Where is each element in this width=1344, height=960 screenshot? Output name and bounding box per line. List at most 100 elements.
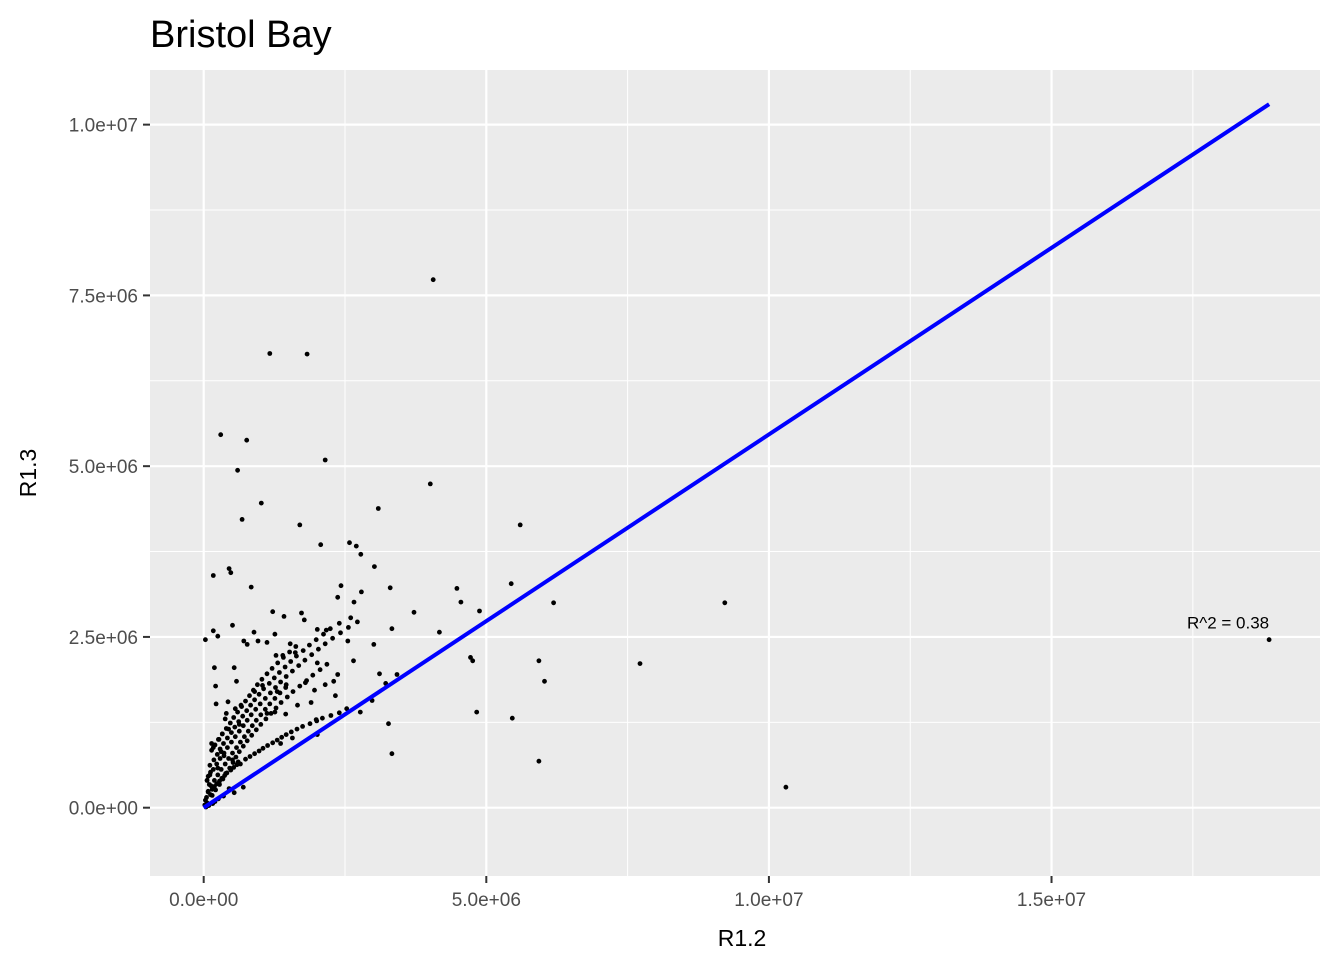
data-point-213 bbox=[307, 642, 312, 648]
data-point-81 bbox=[344, 706, 350, 712]
data-point-24 bbox=[454, 586, 460, 591]
data-point-44 bbox=[251, 629, 257, 635]
data-point-173 bbox=[233, 754, 239, 760]
data-point-205 bbox=[261, 686, 266, 692]
y-tick-label-1: 2.5e+06 bbox=[69, 628, 138, 649]
y-tick-label-0: 0.0e+00 bbox=[69, 799, 138, 820]
data-point-250 bbox=[244, 717, 250, 723]
data-point-32 bbox=[299, 610, 304, 616]
data-point-20 bbox=[228, 570, 234, 576]
data-point-1 bbox=[267, 351, 273, 356]
data-point-193 bbox=[214, 752, 220, 757]
data-point-171 bbox=[227, 765, 233, 771]
data-point-207 bbox=[271, 675, 277, 681]
data-point-206 bbox=[266, 681, 272, 686]
data-point-249 bbox=[240, 723, 246, 729]
data-point-282 bbox=[253, 717, 259, 723]
data-point-59 bbox=[637, 661, 643, 666]
data-point-3 bbox=[218, 432, 224, 438]
data-point-10 bbox=[239, 517, 245, 522]
data-point-257 bbox=[278, 679, 283, 685]
data-point-208 bbox=[277, 670, 282, 675]
data-point-203 bbox=[252, 697, 257, 703]
data-point-70 bbox=[377, 671, 382, 677]
data-point-239 bbox=[204, 778, 210, 783]
data-point-82 bbox=[386, 721, 391, 727]
data-point-98 bbox=[234, 678, 239, 684]
data-point-123 bbox=[240, 784, 246, 790]
data-point-259 bbox=[290, 668, 295, 674]
data-point-286 bbox=[272, 696, 278, 701]
data-point-30 bbox=[551, 600, 556, 606]
data-point-29 bbox=[458, 599, 464, 605]
data-point-80 bbox=[283, 711, 289, 717]
data-point-172 bbox=[230, 760, 236, 765]
data-point-274 bbox=[222, 761, 228, 767]
data-point-49 bbox=[264, 640, 270, 645]
data-point-222 bbox=[219, 731, 225, 737]
data-point-190 bbox=[324, 661, 330, 667]
data-point-174 bbox=[236, 749, 242, 755]
data-point-245 bbox=[225, 745, 230, 750]
data-point-9 bbox=[375, 506, 381, 511]
data-point-85 bbox=[783, 784, 789, 790]
data-point-240 bbox=[207, 772, 213, 778]
data-point-83 bbox=[264, 711, 270, 716]
data-point-14 bbox=[347, 540, 352, 546]
data-point-57 bbox=[468, 655, 473, 660]
data-point-46 bbox=[389, 626, 395, 632]
data-point-204 bbox=[256, 691, 262, 697]
data-point-69 bbox=[331, 678, 337, 684]
data-point-25 bbox=[387, 585, 393, 591]
data-point-188 bbox=[310, 672, 316, 678]
data-point-183 bbox=[278, 700, 284, 705]
data-point-161 bbox=[307, 721, 313, 727]
data-point-220 bbox=[212, 742, 218, 748]
data-point-218 bbox=[348, 615, 354, 621]
data-point-197 bbox=[229, 730, 234, 735]
data-point-251 bbox=[248, 712, 254, 718]
data-point-263 bbox=[316, 646, 321, 652]
data-point-224 bbox=[227, 720, 233, 726]
data-point-284 bbox=[262, 706, 268, 712]
data-point-169 bbox=[220, 776, 226, 782]
data-point-34 bbox=[411, 609, 417, 615]
data-point-248 bbox=[236, 728, 242, 734]
data-point-62 bbox=[351, 658, 356, 664]
data-point-170 bbox=[223, 771, 229, 776]
major-gridlines bbox=[150, 70, 1320, 876]
data-point-217 bbox=[336, 620, 342, 626]
data-point-145 bbox=[231, 765, 237, 770]
data-point-177 bbox=[249, 732, 255, 738]
data-point-26 bbox=[335, 594, 341, 600]
data-point-8 bbox=[235, 467, 241, 473]
data-point-103 bbox=[225, 699, 231, 705]
data-point-55 bbox=[273, 653, 279, 658]
data-point-281 bbox=[249, 723, 255, 729]
y-tick-label-2: 5.0e+06 bbox=[69, 457, 138, 478]
data-point-7 bbox=[427, 481, 433, 487]
data-point-166 bbox=[209, 793, 215, 798]
data-point-256 bbox=[273, 685, 278, 690]
data-point-5 bbox=[322, 457, 328, 463]
data-point-51 bbox=[244, 642, 250, 647]
data-point-65 bbox=[335, 672, 341, 677]
data-point-276 bbox=[230, 750, 235, 756]
data-point-198 bbox=[232, 724, 238, 730]
data-point-227 bbox=[239, 704, 245, 709]
data-point-92 bbox=[333, 693, 338, 699]
data-point-225 bbox=[231, 715, 237, 720]
r-squared-annotation: R^2 = 0.38 bbox=[1187, 614, 1269, 633]
data-point-61 bbox=[231, 665, 237, 671]
data-point-66 bbox=[394, 672, 400, 677]
data-point-211 bbox=[294, 653, 299, 659]
data-point-12 bbox=[517, 522, 523, 528]
data-point-54 bbox=[371, 642, 377, 647]
data-point-155 bbox=[274, 737, 280, 743]
data-point-182 bbox=[273, 705, 279, 711]
data-point-15 bbox=[353, 543, 359, 549]
x-tick-label-2: 1.0e+07 bbox=[734, 890, 803, 911]
data-point-181 bbox=[268, 711, 274, 716]
data-point-168 bbox=[217, 782, 222, 787]
data-point-194 bbox=[217, 746, 223, 752]
